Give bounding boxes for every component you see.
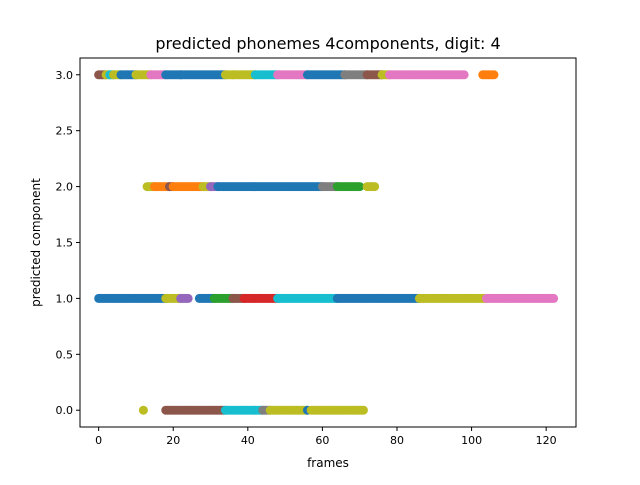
data-point bbox=[549, 293, 559, 303]
y-tick-label: 3.0 bbox=[56, 69, 74, 82]
data-point bbox=[183, 293, 193, 303]
x-tick-label: 40 bbox=[241, 434, 255, 447]
x-axis-label: frames bbox=[307, 456, 349, 470]
x-tick-label: 100 bbox=[461, 434, 482, 447]
x-tick-label: 80 bbox=[390, 434, 404, 447]
x-axis-ticks: 0 20 40 60 80 100 120 bbox=[95, 427, 557, 447]
y-tick-label: 1.0 bbox=[56, 292, 74, 305]
x-tick-label: 0 bbox=[95, 434, 102, 447]
data-point bbox=[370, 182, 380, 192]
data-point bbox=[489, 70, 499, 80]
data-point bbox=[459, 70, 469, 80]
y-tick-label: 2.5 bbox=[56, 125, 74, 138]
x-tick-label: 60 bbox=[315, 434, 329, 447]
y-axis-ticks: 0.0 0.5 1.0 1.5 2.0 2.5 3.0 bbox=[56, 69, 80, 417]
y-axis-label: predicted component bbox=[29, 178, 43, 307]
y-tick-label: 2.0 bbox=[56, 181, 74, 194]
y-tick-label: 1.5 bbox=[56, 237, 74, 250]
chart-title: predicted phonemes 4components, digit: 4 bbox=[155, 34, 500, 53]
data-point bbox=[138, 405, 148, 415]
y-tick-label: 0.0 bbox=[56, 404, 74, 417]
y-tick-label: 0.5 bbox=[56, 348, 74, 361]
x-tick-label: 20 bbox=[166, 434, 180, 447]
data-point bbox=[355, 182, 365, 192]
data-point bbox=[358, 405, 368, 415]
x-tick-label: 120 bbox=[536, 434, 557, 447]
data-points bbox=[94, 70, 559, 415]
axes-frame bbox=[79, 57, 577, 428]
